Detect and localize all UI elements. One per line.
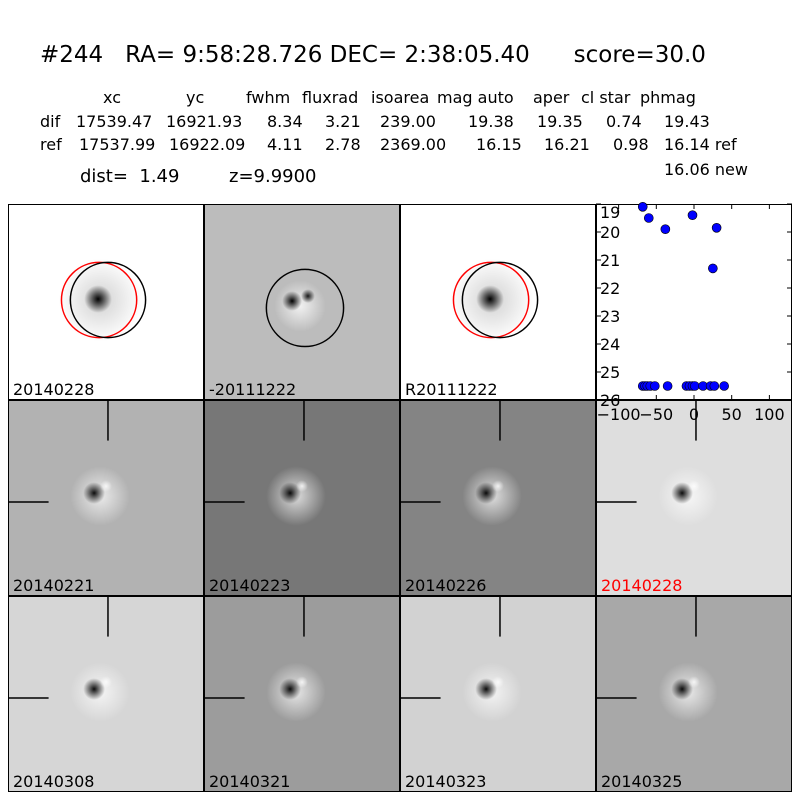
column-header: xc [103, 88, 121, 107]
data-point [708, 263, 718, 274]
x-tick-label: 50 [722, 405, 742, 424]
panel-date-label: 20140223 [209, 576, 291, 596]
cutout-panel: 20140226 [400, 400, 596, 596]
column-header: fwhm [246, 88, 291, 107]
cutout-image [597, 597, 718, 722]
panel-date-label: R20111222 [405, 380, 498, 400]
table-cell: 16.14 ref [664, 135, 737, 154]
table-cell: 2.78 [325, 135, 361, 154]
x-tick-label: −100 [597, 405, 641, 424]
cutout-image [265, 268, 345, 348]
data-point [637, 201, 648, 212]
cutout-image [597, 401, 718, 526]
cutout-panel: R20111222 [400, 204, 596, 400]
cutout-image [9, 597, 130, 722]
data-point [719, 381, 729, 391]
plot-frame [596, 204, 792, 400]
table-cell: 19.38 [468, 112, 514, 131]
panel-date-label: 20140325 [601, 772, 683, 792]
row-label: ref [40, 135, 62, 154]
cutout-panel: 20140321 [204, 596, 400, 792]
x-tick-label: 0 [689, 405, 699, 424]
cutout-image [58, 258, 147, 342]
column-header: phmag [640, 88, 696, 107]
table-cell: 0.74 [606, 112, 642, 131]
panel-date-label: -20111222 [209, 380, 297, 400]
y-tick-label: 24 [600, 335, 620, 354]
table-cell: 17537.99 [79, 135, 156, 154]
table-cell: 4.11 [267, 135, 303, 154]
table-cell: 8.34 [267, 112, 303, 131]
table-cell: 0.98 [613, 135, 649, 154]
redshift-value: z=9.9900 [229, 166, 317, 187]
cutout-image [205, 401, 326, 526]
cutout-panel: 20140228 [596, 400, 792, 596]
y-tick-label: 22 [600, 279, 620, 298]
y-tick-label: 20 [600, 223, 620, 242]
column-header: aper [533, 88, 570, 107]
y-tick-label: 23 [600, 307, 620, 326]
table-cell: 16.15 [476, 135, 522, 154]
cutout-panel: 20140325 [596, 596, 792, 792]
column-header: yc [186, 88, 205, 107]
data-point [689, 381, 700, 391]
x-tick-label: 100 [754, 405, 785, 424]
cutout-image [450, 258, 539, 342]
data-point [660, 224, 671, 235]
table-cell: 3.21 [325, 112, 361, 131]
y-tick-label: 21 [600, 251, 620, 270]
aperture-circle [265, 268, 345, 348]
cutout-panel: 20140308 [8, 596, 204, 792]
table-cell: 16.21 [544, 135, 590, 154]
cutout-image [401, 401, 522, 526]
table-cell: 19.43 [664, 112, 710, 131]
data-point [662, 381, 673, 391]
column-header: mag auto [437, 88, 514, 107]
panel-date-label: 20140228 [601, 576, 683, 596]
data-point [649, 381, 660, 391]
cutout-panel: 20140223 [204, 400, 400, 596]
x-tick-label: −50 [639, 405, 673, 424]
panel-date-label: 20140308 [13, 772, 95, 792]
aperture-circle [69, 261, 147, 339]
panel-date-label: 20140221 [13, 576, 95, 596]
cutout-image [205, 597, 326, 722]
cutout-image [9, 401, 130, 526]
table-cell: 16921.93 [166, 112, 243, 131]
column-header: isoarea [371, 88, 430, 107]
panel-date-label: 20140321 [209, 772, 291, 792]
aperture-circle-ref [452, 261, 530, 339]
data-point [711, 222, 722, 233]
table-cell: 19.35 [537, 112, 583, 131]
row-label: dif [40, 112, 61, 131]
panel-date-label: 20140323 [405, 772, 487, 792]
cutout-panel: 20140221 [8, 400, 204, 596]
column-header: cl star [581, 88, 631, 107]
candidate-title: #244 RA= 9:58:28.726 DEC= 2:38:05.40 sco… [40, 42, 706, 68]
y-tick-label: 25 [600, 363, 620, 382]
table-cell: 2369.00 [380, 135, 447, 154]
table-cell: 17539.47 [76, 112, 153, 131]
panel-date-label: 20140226 [405, 576, 487, 596]
data-point [687, 210, 698, 220]
y-tick-label: 19 [600, 203, 620, 222]
table-cell: 16922.09 [169, 135, 246, 154]
cutout-image [401, 597, 522, 722]
data-point [643, 213, 654, 223]
aperture-circle [461, 261, 539, 339]
cutout-panel: -20111222 [204, 204, 400, 400]
y-tick-label: 26 [600, 391, 620, 410]
table-cell: 239.00 [380, 112, 436, 131]
cutout-panel: 20140228 [8, 204, 204, 400]
data-point [709, 381, 720, 391]
cutout-panel: 20140323 [400, 596, 596, 792]
panel-date-label: 20140228 [13, 380, 95, 400]
column-header: fluxrad [302, 88, 359, 107]
dist-value: dist= 1.49 [80, 166, 180, 187]
aperture-circle-ref [60, 261, 138, 339]
new-magnitude: 16.06 new [664, 160, 748, 179]
